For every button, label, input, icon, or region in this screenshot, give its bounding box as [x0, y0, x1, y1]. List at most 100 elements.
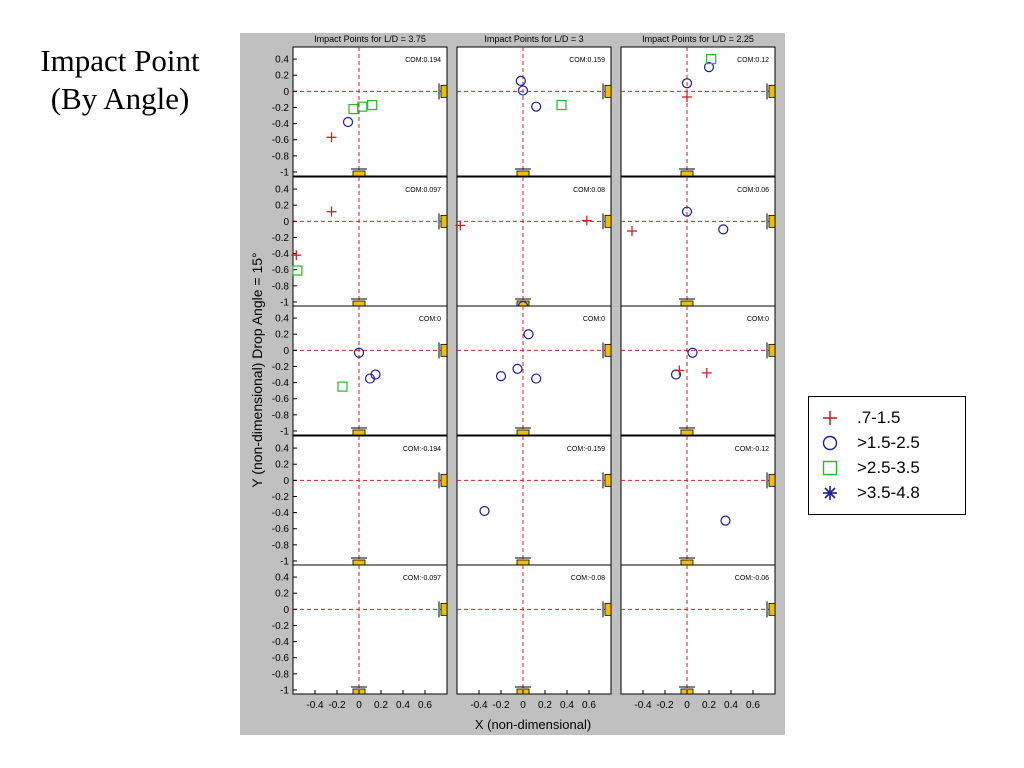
- y-tick-label: 0.2: [275, 460, 289, 471]
- y-axis-label: Y (non-dimensional) Drop Angle = 15°: [249, 252, 265, 487]
- circle-marker-icon: [817, 432, 843, 454]
- data-point-circle: [523, 329, 534, 340]
- y-tick-label: -0.4: [272, 119, 290, 130]
- data-point-plus: [326, 206, 337, 217]
- legend-label: >2.5-3.5: [857, 458, 920, 477]
- bottom-edge-marker: [680, 300, 694, 307]
- y-tick-label: 0.4: [275, 444, 289, 455]
- x-tick-label: -0.4: [634, 700, 652, 711]
- data-point-circle: [681, 206, 693, 217]
- bottom-edge-marker: [352, 300, 366, 307]
- y-tick-label: -1: [280, 297, 289, 308]
- x-tick-label: 0.6: [746, 700, 760, 711]
- plot-area: [620, 435, 776, 566]
- right-edge-marker: [604, 214, 612, 228]
- right-edge-marker: [440, 473, 448, 487]
- subplot-panel: COM:0.06: [620, 176, 776, 307]
- y-tick-label: -0.2: [272, 233, 290, 244]
- plot-area: [620, 46, 776, 177]
- legend-entry: >3.5-4.8: [817, 482, 920, 504]
- legend-label: .7-1.5: [857, 408, 901, 427]
- data-point-plus: [682, 91, 692, 102]
- data-point-circle: [720, 515, 731, 526]
- x-tick-label: -0.2: [492, 700, 510, 711]
- x-tick-label: 0: [356, 700, 362, 711]
- data-point-circle: [479, 505, 490, 517]
- com-label: COM:-0.06: [735, 575, 769, 582]
- subplot-panel: COM:0.159: [456, 46, 612, 177]
- y-tick-label: -1: [280, 426, 289, 437]
- square-marker-icon: [817, 457, 843, 479]
- right-edge-marker: [440, 84, 448, 98]
- data-point-plus: [581, 215, 592, 226]
- com-label: COM:0.159: [569, 57, 605, 64]
- chart-legend: .7-1.5 >1.5-2.5 >2.5-3.5 >3.5-4.8: [808, 396, 966, 515]
- x-tick-label: 0.4: [560, 700, 574, 711]
- data-point-circle: [517, 85, 529, 96]
- data-point-plus: [326, 132, 337, 143]
- bottom-edge-marker: [352, 559, 366, 566]
- subplot-panel: COM:-0.159: [456, 435, 612, 566]
- y-tick-label: 0.2: [275, 330, 289, 341]
- y-tick-label: 0: [283, 217, 289, 228]
- data-point-square: [706, 53, 717, 65]
- y-tick-label: -0.6: [272, 394, 290, 405]
- plus-marker-icon: [817, 407, 843, 429]
- bottom-edge-marker: [352, 429, 366, 436]
- bottom-edge-marker: [680, 559, 694, 566]
- bottom-edge-marker: [680, 170, 694, 177]
- right-edge-marker: [768, 214, 776, 228]
- bottom-edge-marker: [516, 170, 530, 177]
- x-tick-label: 0.2: [702, 700, 716, 711]
- bottom-edge-marker: [516, 559, 530, 566]
- data-point-circle: [531, 101, 542, 112]
- y-tick-label: 0.4: [275, 314, 289, 325]
- plot-area: [456, 46, 612, 177]
- y-tick-label: -0.8: [272, 410, 290, 421]
- x-tick-label: 0.4: [396, 700, 410, 711]
- plot-area: [620, 305, 776, 436]
- y-tick-label: -0.4: [272, 508, 290, 519]
- right-edge-marker: [440, 214, 448, 228]
- y-tick-label: -0.4: [272, 637, 290, 648]
- x-tick-label: -0.4: [470, 700, 488, 711]
- y-tick-label: -0.4: [272, 378, 290, 389]
- subplot-panel: COM:0.12: [620, 46, 776, 177]
- star-marker-icon: [817, 482, 843, 504]
- y-tick-label: 0: [283, 87, 289, 98]
- bottom-edge-marker: [680, 429, 694, 436]
- com-label: COM:-0.194: [403, 446, 441, 453]
- right-edge-marker: [604, 602, 612, 616]
- y-tick-label: 0: [283, 476, 289, 487]
- x-tick-label: 0.6: [418, 700, 432, 711]
- x-tick-label: 0: [684, 700, 690, 711]
- data-point-circle: [342, 116, 354, 128]
- y-tick-label: -0.6: [272, 135, 290, 146]
- plot-area: [456, 176, 612, 307]
- y-tick-label: -0.6: [272, 265, 290, 276]
- x-tick-label: -0.4: [306, 700, 324, 711]
- com-label: COM:-0.097: [403, 575, 441, 582]
- column-title: Impact Points for L/D = 2.25: [642, 34, 754, 44]
- data-point-circle: [515, 75, 526, 86]
- plot-area: [456, 435, 612, 566]
- data-point-circle: [681, 78, 693, 89]
- legend-label: >3.5-4.8: [857, 483, 920, 502]
- data-point-square: [367, 99, 378, 111]
- data-point-square: [357, 101, 368, 112]
- y-tick-label: 0.2: [275, 589, 289, 600]
- y-tick-label: 0.2: [275, 71, 289, 82]
- plot-area: [292, 176, 448, 307]
- right-edge-marker: [768, 84, 776, 98]
- y-tick-label: -0.6: [272, 653, 290, 664]
- y-tick-label: 0: [283, 605, 289, 616]
- subplot-panel: COM:0.08: [455, 176, 612, 312]
- y-tick-label: -0.2: [272, 621, 290, 632]
- plot-area: [456, 305, 612, 436]
- com-label: COM:0.12: [737, 57, 769, 64]
- data-point-circle: [703, 62, 715, 73]
- y-tick-label: -0.2: [272, 362, 290, 373]
- right-edge-marker: [440, 343, 448, 357]
- column-title: Impact Points for L/D = 3: [484, 34, 583, 44]
- data-point-circle: [687, 347, 698, 358]
